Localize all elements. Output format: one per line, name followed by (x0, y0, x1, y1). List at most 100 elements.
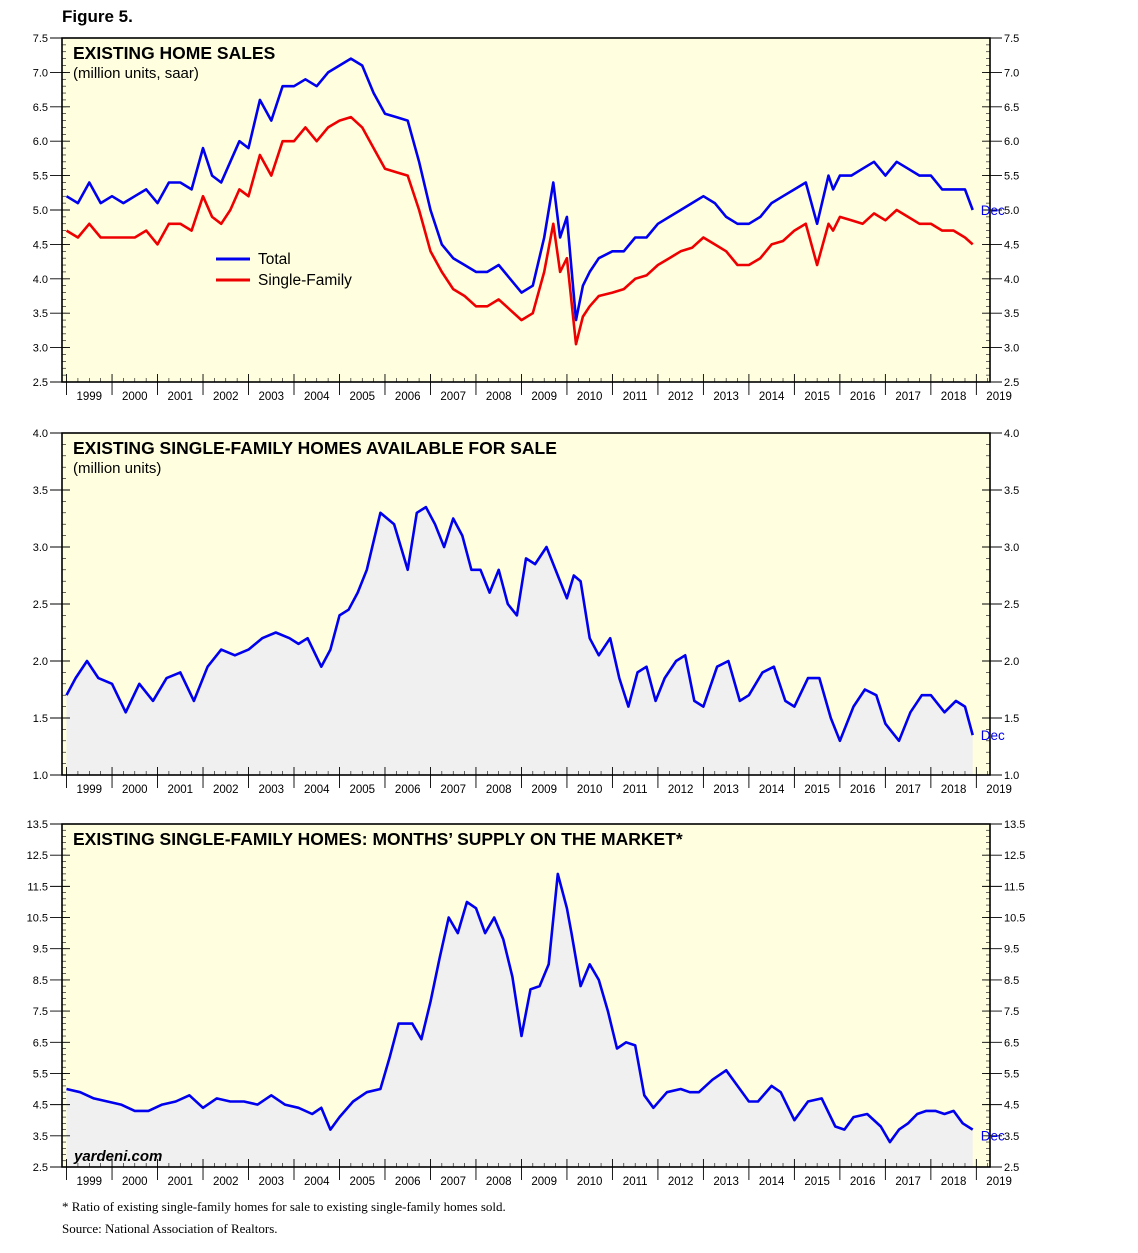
plot-background (62, 38, 990, 382)
y-tick-label-left: 9.5 (33, 944, 48, 956)
y-tick-label-right: 2.5 (1004, 377, 1019, 389)
y-tick-label-left: 2.5 (33, 599, 48, 611)
y-tick-label-left: 1.0 (33, 770, 48, 782)
x-tick-label: 2005 (349, 391, 375, 403)
x-tick-label: 2019 (986, 784, 1012, 796)
y-tick-label-left: 7.5 (33, 33, 48, 45)
y-tick-label-left: 6.5 (33, 102, 48, 114)
x-tick-label: 2014 (759, 784, 785, 796)
x-tick-label: 2008 (486, 391, 512, 403)
y-tick-label-right: 3.5 (1004, 308, 1019, 320)
y-tick-label-right: 7.5 (1004, 1006, 1019, 1018)
x-tick-label: 2007 (440, 784, 466, 796)
x-tick-label: 2011 (623, 784, 648, 796)
x-tick-label: 2000 (122, 391, 148, 403)
x-tick-label: 2008 (486, 784, 512, 796)
x-tick-label: 2015 (804, 784, 830, 796)
y-tick-label-left: 5.5 (33, 1068, 48, 1080)
y-tick-label-right: 4.5 (1004, 239, 1019, 251)
y-tick-label-right: 3.5 (1004, 485, 1019, 497)
y-tick-label-right: 5.0 (1004, 205, 1019, 217)
x-tick-label: 2001 (167, 784, 193, 796)
y-tick-label-left: 4.0 (33, 428, 48, 440)
x-tick-label: 2011 (623, 1176, 648, 1188)
x-tick-label: 2006 (395, 784, 421, 796)
area-fill (66, 873, 973, 1167)
area-fill (66, 507, 973, 775)
y-tick-label-left: 11.5 (27, 881, 48, 893)
y-tick-label-left: 6.0 (33, 136, 48, 148)
footnote: * Ratio of existing single-family homes … (62, 1199, 506, 1214)
y-tick-label-right: 10.5 (1004, 913, 1025, 925)
y-tick-label-left: 4.5 (33, 239, 48, 251)
y-tick-label-left: 4.5 (33, 1100, 48, 1112)
y-tick-label-right: 1.5 (1004, 713, 1019, 725)
x-tick-label: 2011 (623, 391, 648, 403)
x-tick-label: 2001 (167, 391, 193, 403)
figure-label: Figure 5. (62, 7, 133, 26)
x-tick-label: 2004 (304, 784, 330, 796)
x-tick-label: 2004 (304, 1176, 330, 1188)
x-tick-label: 2007 (440, 391, 466, 403)
y-tick-label-left: 12.5 (27, 850, 48, 862)
y-tick-label-right: 8.5 (1004, 975, 1019, 987)
legend-label-2: Single-Family (258, 272, 352, 289)
y-tick-label-left: 3.0 (33, 343, 48, 355)
x-tick-label: 2000 (122, 784, 148, 796)
y-tick-label-right: 12.5 (1004, 850, 1025, 862)
x-tick-label: 2017 (895, 1176, 921, 1188)
series-line-total (65, 57, 974, 322)
y-tick-label-left: 3.5 (33, 308, 48, 320)
y-tick-label-right: 9.5 (1004, 944, 1019, 956)
watermark: yardeni.com (73, 1148, 162, 1165)
x-tick-label: 2019 (986, 1176, 1012, 1188)
y-tick-label-left: 2.5 (33, 1162, 48, 1174)
chart-subtitle: (million units, saar) (73, 65, 199, 82)
end-label: Dec (981, 203, 1005, 218)
x-tick-label: 2003 (258, 784, 284, 796)
y-tick-label-right: 6.5 (1004, 102, 1019, 114)
x-tick-label: 2009 (531, 391, 557, 403)
x-tick-label: 1999 (76, 391, 102, 403)
y-tick-label-right: 6.5 (1004, 1037, 1019, 1049)
end-label: Dec (981, 728, 1005, 743)
y-tick-label-right: 2.5 (1004, 1162, 1019, 1174)
y-tick-label-right: 5.5 (1004, 1068, 1019, 1080)
y-tick-label-right: 4.5 (1004, 1100, 1019, 1112)
chart-panel-2: 1.0 1.0 1.5 1.5 2.0 2.0 2.5 2.5 3.0 3.0 3.5 3.5 4.0 4… (33, 428, 1020, 796)
y-tick-label-right: 4.0 (1004, 428, 1019, 440)
y-tick-label-left: 7.0 (33, 67, 48, 79)
x-tick-label: 2012 (668, 391, 694, 403)
x-tick-label: 2019 (986, 391, 1012, 403)
y-tick-label-right: 2.0 (1004, 656, 1019, 668)
source-note: Source: National Association of Realtors… (62, 1221, 278, 1236)
x-tick-label: 2013 (713, 391, 739, 403)
x-tick-label: 2005 (349, 1176, 375, 1188)
x-tick-label: 2013 (713, 784, 739, 796)
chart-panel-1: 2.5 2.5 3.0 3.0 3.5 3.5 4.0 4.0 4.5 4.5 5.0 5.0 5.5 5… (33, 33, 1020, 403)
x-tick-label: 2009 (531, 784, 557, 796)
y-tick-label-left: 2.0 (33, 656, 48, 668)
y-tick-label-left: 2.5 (33, 377, 48, 389)
x-tick-label: 2005 (349, 784, 375, 796)
x-tick-label: 2014 (759, 391, 785, 403)
y-tick-label-left: 4.0 (33, 274, 48, 286)
plot-frame (61, 823, 991, 1168)
x-tick-label: 2000 (122, 1176, 148, 1188)
plot-frame (61, 432, 991, 776)
y-tick-label-right: 2.5 (1004, 599, 1019, 611)
x-tick-label: 2007 (440, 1176, 466, 1188)
y-tick-label-right: 6.0 (1004, 136, 1019, 148)
series-line-single-family (65, 115, 974, 346)
chart-panel-3: 2.5 2.5 3.5 3.5 4.5 4.5 5.5 5.5 6.5 6.5 7.5 7.5 8.5 8… (27, 819, 1026, 1188)
x-tick-label: 2010 (577, 784, 603, 796)
x-tick-label: 2017 (895, 391, 921, 403)
chart-title: EXISTING SINGLE-FAMILY HOMES: MONTHS’ SU… (73, 829, 683, 849)
x-tick-label: 2004 (304, 391, 330, 403)
y-tick-label-left: 8.5 (33, 975, 48, 987)
x-tick-label: 2002 (213, 1176, 239, 1188)
y-tick-label-left: 1.5 (33, 713, 48, 725)
y-tick-label-right: 3.0 (1004, 343, 1019, 355)
chart-title: EXISTING SINGLE-FAMILY HOMES AVAILABLE F… (73, 438, 557, 458)
